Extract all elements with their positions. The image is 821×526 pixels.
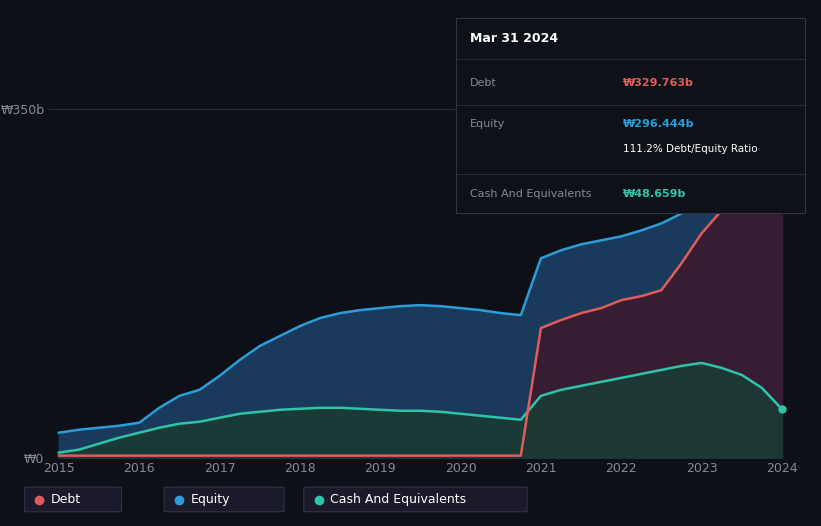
Text: 111.2% Debt/Equity Ratio: 111.2% Debt/Equity Ratio [623,144,758,154]
FancyBboxPatch shape [304,487,527,512]
Text: Equity: Equity [470,118,505,128]
Text: Debt: Debt [470,78,497,88]
Text: Mar 31 2024: Mar 31 2024 [470,32,557,45]
Text: ₩296.444b: ₩296.444b [623,118,695,128]
Text: ₩329.763b: ₩329.763b [623,78,694,88]
Text: ₩48.659b: ₩48.659b [623,188,686,199]
FancyBboxPatch shape [164,487,284,512]
FancyBboxPatch shape [25,487,122,512]
Text: Debt: Debt [51,493,81,506]
Text: Cash And Equivalents: Cash And Equivalents [330,493,466,506]
Text: Equity: Equity [190,493,230,506]
Text: Cash And Equivalents: Cash And Equivalents [470,188,591,199]
